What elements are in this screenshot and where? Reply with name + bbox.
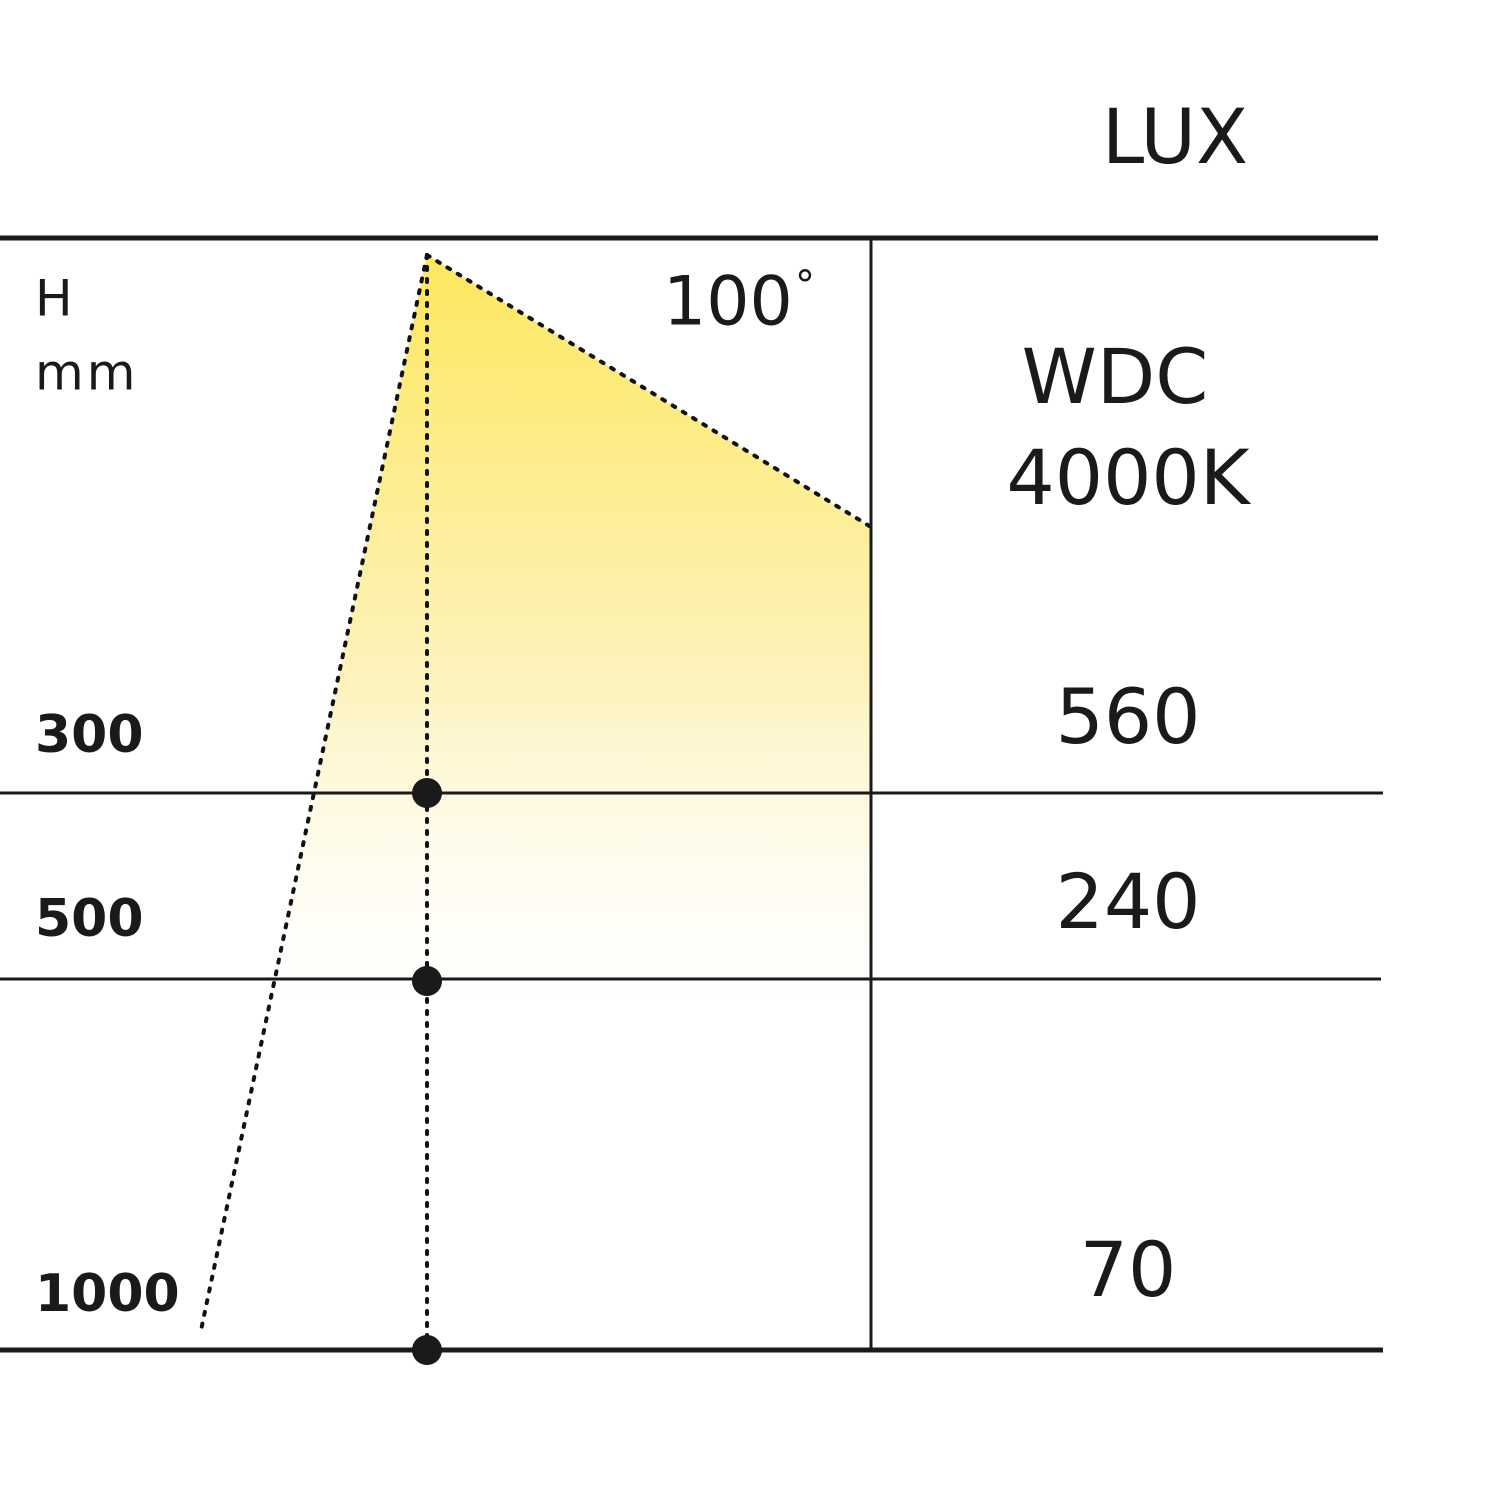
measure-point — [412, 966, 442, 996]
title: LUX — [1102, 92, 1248, 181]
light-beam — [260, 255, 871, 1050]
lux-value: 560 — [1055, 672, 1200, 761]
beam-edge — [425, 253, 873, 529]
color-temperature: 4000K — [1006, 433, 1251, 522]
product-name: WDC — [1022, 332, 1209, 421]
axis-label: H — [35, 270, 73, 328]
lux-value: 240 — [1055, 857, 1200, 946]
measure-point — [412, 778, 442, 808]
beam-edge — [198, 253, 429, 1337]
axis-unit: mm — [35, 344, 138, 402]
height-label: 300 — [35, 705, 144, 765]
measure-point — [412, 1335, 442, 1365]
lux-value: 70 — [1080, 1225, 1177, 1314]
height-label: 1000 — [35, 1264, 180, 1324]
beam-angle-unit: ° — [795, 263, 815, 309]
beam-angle: 100 — [663, 263, 793, 342]
height-label: 500 — [35, 889, 144, 949]
